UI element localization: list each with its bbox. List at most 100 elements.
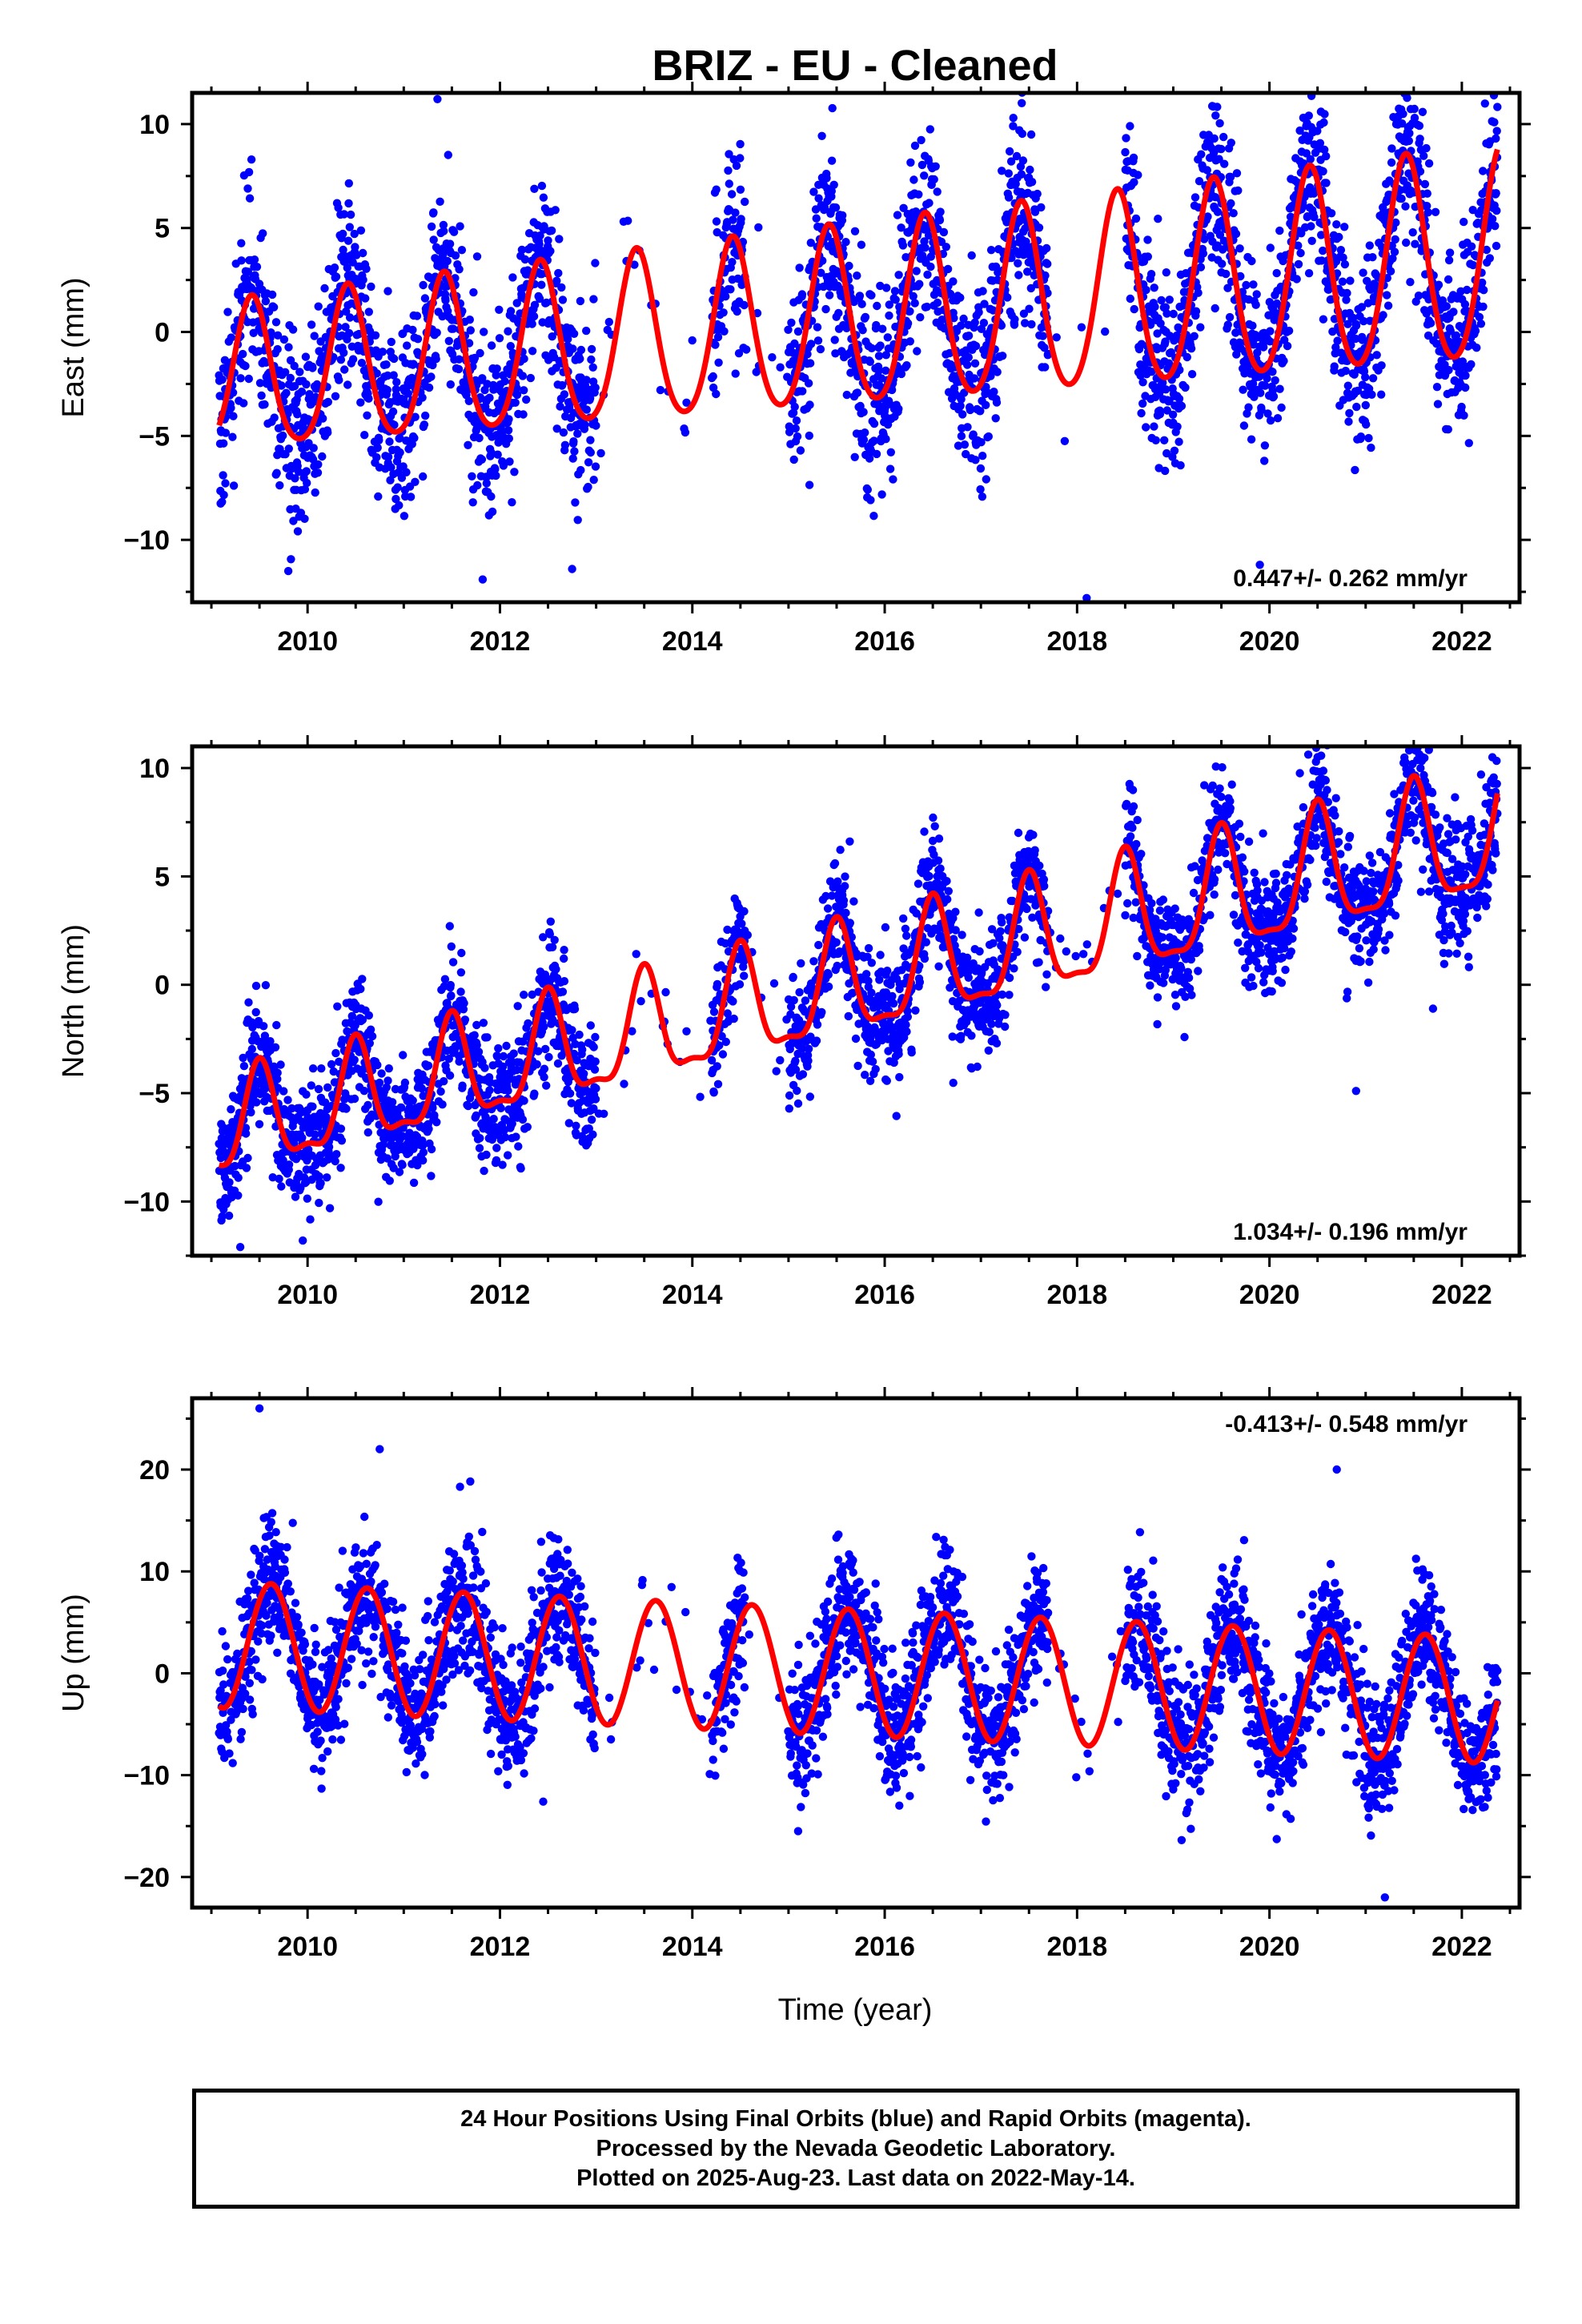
data-point [248,1023,257,1032]
panel-plot-area [215,746,1502,1252]
data-point [307,320,316,329]
data-point [753,308,762,318]
data-point [564,335,572,344]
data-point [1461,383,1470,392]
data-point [1191,193,1200,202]
data-point [801,996,810,1005]
data-point [737,919,746,928]
data-point [333,1002,342,1011]
data-point [259,1022,268,1031]
data-point [734,349,744,358]
data-point [910,141,920,151]
data-point [1445,248,1455,257]
data-point [861,1071,869,1080]
data-point [383,371,392,380]
data-point [721,292,730,301]
data-point [343,236,353,245]
data-point [1002,218,1011,227]
data-point [358,975,367,983]
data-point [1467,360,1476,369]
data-point [865,357,875,366]
data-point [827,891,837,900]
data-point [445,922,454,931]
data-point [1467,242,1476,251]
data-point [754,223,763,232]
data-point [541,1044,550,1054]
data-point [389,1164,398,1172]
data-point [466,326,475,335]
data-point [402,468,411,476]
data-point [494,438,503,447]
data-point [1333,336,1342,345]
data-point [223,308,232,316]
data-point [396,448,404,457]
data-point [1181,383,1190,392]
data-point [539,193,548,202]
data-point [1257,405,1266,415]
data-point [1162,268,1171,277]
data-point [409,360,418,368]
data-point [1344,417,1353,426]
data-point [954,441,963,450]
data-point [1426,319,1435,328]
data-point [331,272,341,281]
data-point-outlier [1015,126,1024,135]
data-point [1150,422,1158,431]
data-point [822,174,831,183]
data-point [451,251,460,260]
data-point [269,303,279,312]
data-point [443,256,452,266]
data-point [532,1059,541,1069]
data-point [1307,236,1316,245]
data-point [236,374,245,383]
data-point [512,299,521,308]
data-point [910,299,919,308]
data-point [582,405,591,414]
data-point [1232,169,1242,178]
data-point [943,264,953,274]
data-point [449,227,459,236]
data-point [1261,381,1270,390]
data-point [789,995,798,1005]
data-point [242,1129,251,1138]
data-point [1422,143,1431,153]
data-point [1218,259,1227,268]
data-point [857,300,866,308]
data-point [714,358,723,367]
data-point [729,215,737,224]
data-point [789,972,797,982]
data-point [1034,223,1044,232]
data-point [905,307,914,316]
data-point [218,497,227,506]
data-point [827,156,837,165]
data-point [832,267,841,275]
data-point [1018,99,1026,107]
data-point [933,298,942,308]
data-point [1266,243,1275,252]
data-point [1286,212,1295,221]
data-point [364,1011,373,1020]
data-point [487,448,496,457]
data-point [1444,365,1453,375]
data-point [336,1124,346,1133]
data-point [293,410,302,419]
data-point [991,414,1000,423]
data-point [239,1062,249,1071]
data-point [348,355,358,364]
data-point [1492,206,1501,215]
panel-1: 2010 2012 2014 2016 2018 2020 2022−10−50510Eas… [57,82,1531,657]
data-point [986,246,996,255]
data-point [1060,436,1070,445]
data-point [885,311,893,320]
data-point [357,359,367,368]
data-point [273,331,283,340]
data-point [383,287,392,296]
data-point [1236,271,1245,281]
data-point [1223,320,1233,329]
data-point [445,239,455,248]
data-point [845,837,854,846]
data-point [337,1136,347,1145]
data-point [707,1055,717,1065]
data-point [791,1065,801,1074]
data-point [557,283,566,292]
